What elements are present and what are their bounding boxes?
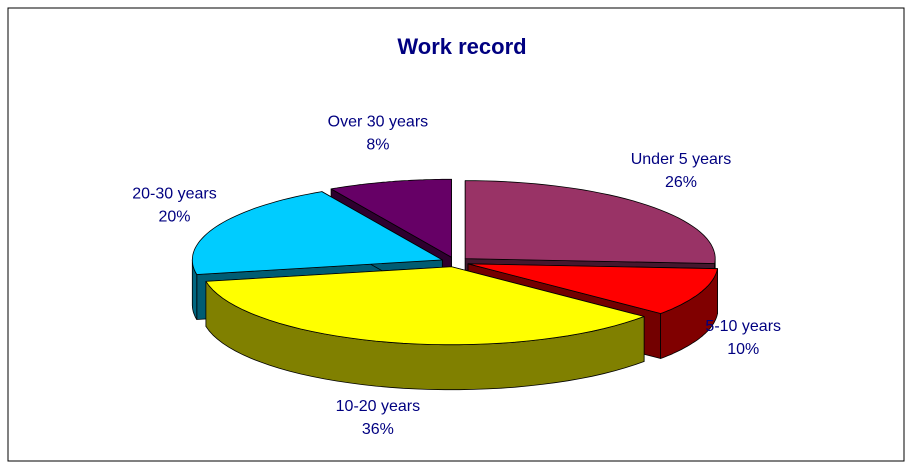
slice-value-label: 26%	[665, 174, 697, 191]
slice-label: Over 30 years	[328, 113, 428, 130]
slice-value-label: 8%	[366, 136, 389, 153]
pie-slice	[205, 266, 645, 391]
slice-label: 10-20 years	[336, 398, 421, 415]
slice-top	[205, 266, 645, 346]
chart-title: Work record	[397, 34, 526, 59]
chart-border	[7, 7, 905, 462]
slice-top	[191, 191, 443, 275]
slice-label: Under 5 years	[631, 151, 732, 168]
slice-top	[464, 180, 716, 264]
slice-top	[467, 263, 718, 314]
slice-label: 5-10 years	[705, 318, 781, 335]
slice-top	[330, 178, 452, 258]
slice-label: 20-30 years	[132, 186, 217, 203]
slice-value-label: 20%	[158, 209, 190, 226]
slice-value-label: 10%	[727, 341, 759, 358]
slice-value-label: 36%	[362, 421, 394, 438]
